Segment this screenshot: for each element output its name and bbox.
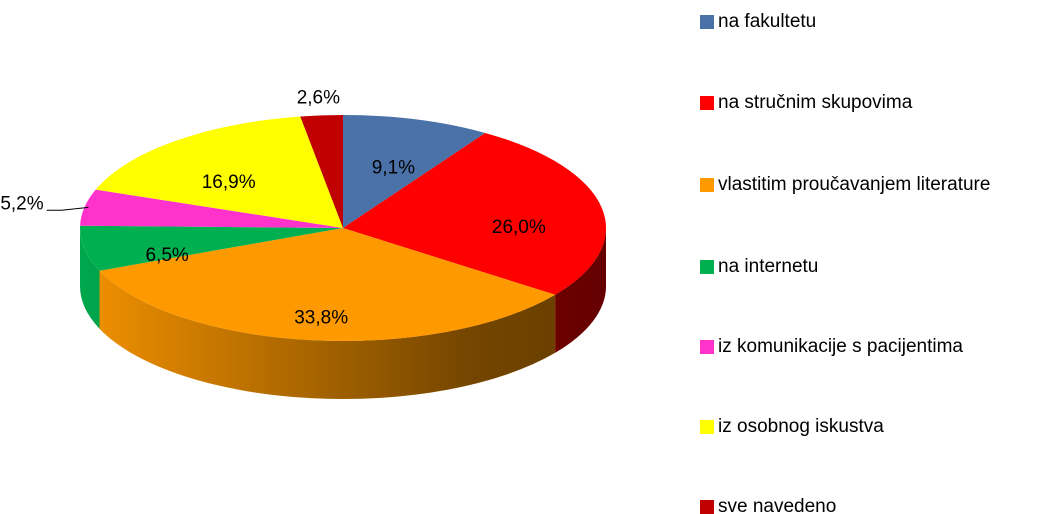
data-label: 6,5% [146,245,189,266]
legend-swatch [700,420,714,434]
leader-line [46,206,89,211]
slice-side-shade [555,228,606,353]
data-label: 2,6% [297,87,340,108]
legend-swatch [700,96,714,110]
legend-swatch [700,500,714,514]
legend-label: iz komunikacije s pacijentima [718,336,963,357]
legend-label: na internetu [718,256,819,277]
legend-item: iz osobnog iskustva [700,412,1010,442]
slice [79,225,343,271]
legend-item: vlastitim proučavanjem literature [700,170,1010,200]
legend-swatch [700,178,714,192]
legend-swatch [700,15,714,29]
data-label: 5,2% [0,193,43,214]
legend-label: sve navedeno [718,496,837,514]
legend-swatch [700,260,714,274]
data-label: 26,0% [492,217,546,238]
legend-label: iz osobnog iskustva [718,416,884,437]
legend-item: na fakultetu [700,7,1010,37]
data-label: 16,9% [202,172,256,193]
slice-side-shade [80,228,100,329]
legend-swatch [700,340,714,354]
slice [80,189,344,228]
slice [343,132,606,295]
data-label: 33,8% [294,307,348,328]
legend-label: vlastitim proučavanjem literature [718,174,991,195]
legend-label: na stručnim skupovima [718,92,913,113]
legend-item: na stručnim skupovima [700,88,1010,118]
slice [95,116,343,228]
legend-item: iz komunikacije s pacijentima [700,332,1010,362]
slice [343,115,486,228]
slice [99,228,556,341]
pie-area: 9,1% 26,0% 33,8% 6,5% 5,2% 16,9% 2,6% [0,87,606,399]
slice-side-shade [99,270,556,399]
legend-label: na fakultetu [718,11,817,32]
slice [300,115,343,228]
legend-item: na internetu [700,252,1010,282]
data-label: 9,1% [372,157,415,178]
legend-item: sve navedeno [700,492,1010,514]
